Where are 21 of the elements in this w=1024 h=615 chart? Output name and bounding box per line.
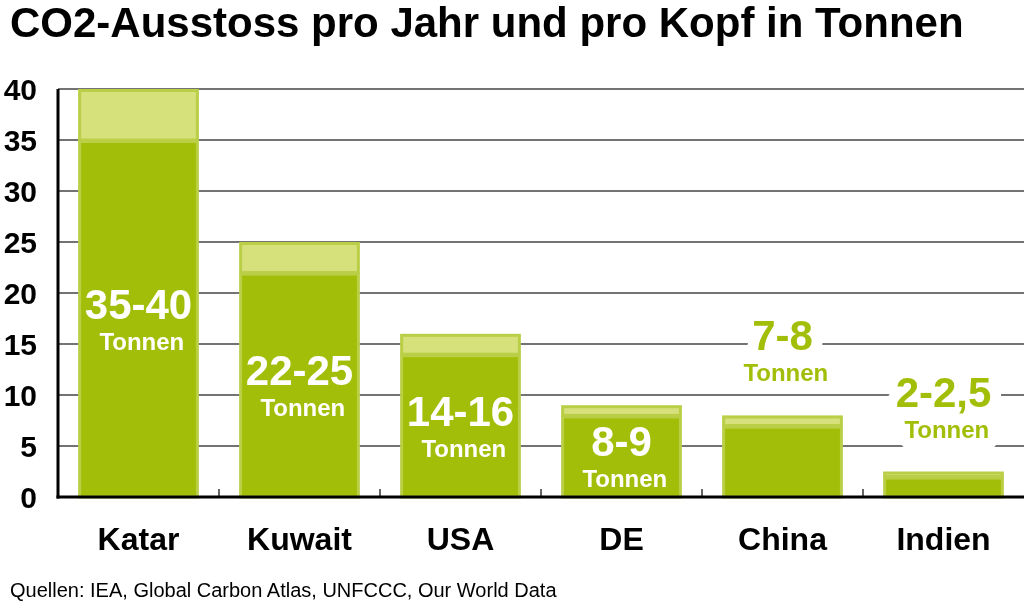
x-tick-label: Katar bbox=[97, 521, 180, 557]
y-tick-label: 25 bbox=[3, 225, 37, 259]
y-tick-label: 40 bbox=[3, 72, 37, 106]
chart-title: CO2-Ausstoss pro Jahr und pro Kopf in Tonnen bbox=[10, 0, 964, 46]
x-tick-label: USA bbox=[426, 521, 495, 557]
x-tick-label: China bbox=[738, 521, 828, 557]
data-label: 8-9 Tonnen bbox=[575, 418, 668, 493]
y-tick-label: 5 bbox=[20, 429, 37, 463]
x-tick-label: Kuwait bbox=[247, 521, 353, 557]
y-tick-label: 35 bbox=[3, 123, 37, 157]
data-label: 14-16 Tonnen bbox=[406, 387, 515, 462]
y-tick-label: 20 bbox=[3, 276, 37, 310]
source-note: Quellen: IEA, Global Carbon Atlas, UNFCCC, Our World Data bbox=[10, 579, 558, 601]
data-label: 35-40 Tonnen bbox=[84, 280, 193, 355]
x-tick-label: Indien bbox=[896, 521, 991, 557]
y-tick-label: 0 bbox=[20, 480, 37, 514]
y-tick-label: 30 bbox=[3, 174, 37, 208]
y-tick-label: 10 bbox=[3, 378, 37, 412]
x-tick-label: DE bbox=[599, 521, 644, 557]
y-tick-label: 15 bbox=[3, 327, 37, 361]
data-label: 22-25 Tonnen bbox=[245, 346, 354, 421]
